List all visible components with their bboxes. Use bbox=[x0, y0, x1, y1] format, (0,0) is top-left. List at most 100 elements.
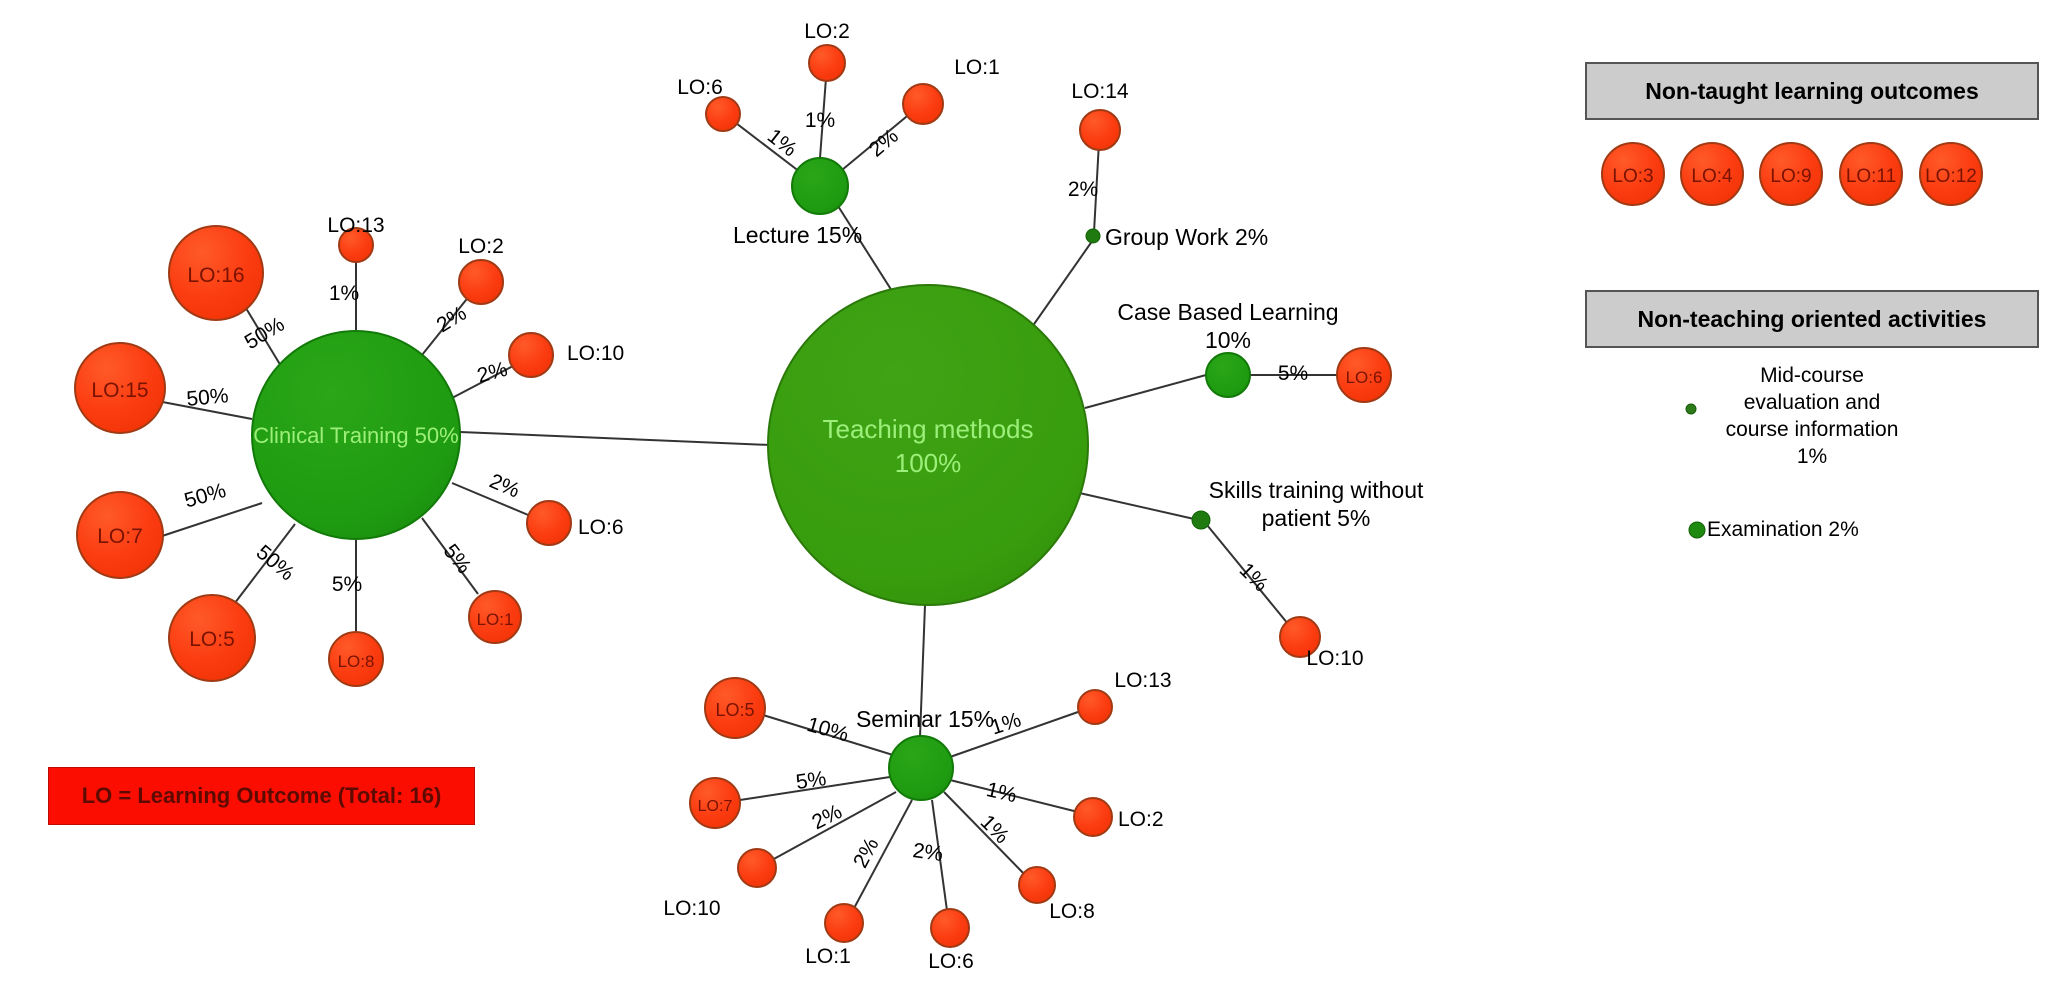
legend-lo-label: LO:12 bbox=[1925, 166, 1977, 187]
lo-node-clinical-lo5[interactable]: LO:5 bbox=[168, 594, 256, 682]
legend-lo-node[interactable]: LO:3 bbox=[1601, 142, 1665, 206]
legend-line: 1% bbox=[1796, 444, 1828, 468]
lo-label: LO:7 bbox=[97, 525, 143, 548]
lo-label: LO:15 bbox=[91, 379, 148, 402]
pct-lecture-lo1: 2% bbox=[865, 124, 903, 161]
lo-caption-lecture-lo2: LO:2 bbox=[804, 20, 850, 43]
edge-clinical-lo5 bbox=[227, 523, 296, 613]
legend-lo-node[interactable]: LO:12 bbox=[1919, 142, 1983, 206]
group-work-caption: Group Work 2% bbox=[1105, 224, 1268, 250]
lo-node-lecture-lo1[interactable] bbox=[902, 83, 944, 125]
legend-line: course information bbox=[1725, 417, 1899, 441]
pct-casebased-lo6: 5% bbox=[1278, 362, 1308, 385]
lo-node-clinical-lo7[interactable]: LO:7 bbox=[76, 491, 164, 579]
lo-node-seminar-lo10[interactable] bbox=[737, 848, 777, 888]
legend-footnote-text: LO = Learning Outcome (Total: 16) bbox=[81, 783, 442, 808]
lo-node-seminar-lo7[interactable]: LO:7 bbox=[689, 777, 741, 829]
lo-caption-lecture-lo6: LO:6 bbox=[677, 76, 723, 99]
lo-caption-clinical-lo10: LO:10 bbox=[567, 342, 624, 365]
edge-root-skills bbox=[1074, 491, 1204, 522]
lo-node-clinical-lo2[interactable] bbox=[458, 259, 504, 305]
edge-seminar-lo1 bbox=[851, 799, 913, 913]
lo-caption-seminar-lo8: LO:8 bbox=[1049, 900, 1095, 923]
edge-clinical-lo15 bbox=[151, 399, 253, 420]
lo-node-seminar-lo5[interactable]: LO:5 bbox=[704, 677, 766, 739]
lo-node-clinical-lo6[interactable] bbox=[526, 500, 572, 546]
lo-node-lecture-lo2[interactable] bbox=[808, 44, 846, 82]
case-based-caption-line1: Case Based Learning bbox=[1117, 299, 1338, 325]
node-case-based-learning[interactable] bbox=[1205, 352, 1251, 398]
pct-lecture-lo2: 1% bbox=[805, 109, 835, 132]
edge-groupwork-lo14 bbox=[1093, 141, 1100, 233]
lo-node-seminar-lo8[interactable] bbox=[1018, 866, 1056, 904]
legend-non-taught-nodes: LO:3 LO:4 LO:9 LO:11 LO:12 bbox=[1601, 142, 1983, 206]
lo-caption-groupwork-lo14: LO:14 bbox=[1071, 80, 1129, 103]
teaching-methods-label-line1: Teaching methods bbox=[822, 414, 1033, 444]
edge-clinical-lo6 bbox=[451, 482, 534, 518]
legend-lo-label: LO:3 bbox=[1612, 166, 1653, 187]
pct-clinical-lo7: 50% bbox=[182, 479, 229, 513]
lo-caption-seminar-lo10: LO:10 bbox=[663, 897, 720, 920]
skills-caption-line2: patient 5% bbox=[1262, 505, 1371, 531]
edge-root-casebased bbox=[1084, 374, 1207, 409]
legend-lo-node[interactable]: LO:4 bbox=[1680, 142, 1744, 206]
node-teaching-methods[interactable]: Teaching methods 100% bbox=[767, 284, 1089, 606]
legend-title-non-taught: Non-taught learning outcomes bbox=[1645, 77, 1979, 104]
lo-node-clinical-lo1[interactable]: LO:1 bbox=[468, 590, 522, 644]
lo-label: LO:7 bbox=[698, 798, 733, 815]
pct-seminar-lo8: 1% bbox=[976, 811, 1014, 849]
lo-node-lecture-lo6[interactable] bbox=[705, 96, 741, 132]
lo-label: LO:1 bbox=[477, 610, 514, 629]
lo-node-clinical-lo10[interactable] bbox=[508, 332, 554, 378]
lo-node-seminar-lo13[interactable] bbox=[1077, 689, 1113, 725]
lo-caption-clinical-lo13: LO:13 bbox=[327, 214, 384, 237]
lo-node-clinical-lo13[interactable] bbox=[338, 227, 374, 263]
edge-root-groupwork bbox=[1024, 236, 1096, 338]
skills-caption-line1: Skills training without bbox=[1209, 477, 1424, 503]
legend-item-examination: Examination 2% bbox=[1707, 518, 1859, 542]
lo-node-clinical-lo16[interactable]: LO:16 bbox=[168, 225, 264, 321]
edge-clinical-lo2 bbox=[421, 294, 471, 356]
pct-clinical-lo6: 2% bbox=[486, 469, 523, 502]
pct-clinical-lo16: 50% bbox=[241, 313, 289, 354]
lo-node-skills-lo10[interactable] bbox=[1279, 616, 1321, 658]
legend-lo-label: LO:9 bbox=[1770, 166, 1811, 187]
legend-lo-node[interactable]: LO:9 bbox=[1759, 142, 1823, 206]
node-clinical-training[interactable]: Clinical Training 50% bbox=[251, 330, 461, 540]
lo-node-seminar-lo1[interactable] bbox=[824, 903, 864, 943]
lo-caption-seminar-lo1: LO:1 bbox=[805, 945, 851, 968]
pct-groupwork-lo14: 2% bbox=[1068, 178, 1098, 201]
legend-lo-node[interactable]: LO:11 bbox=[1839, 142, 1903, 206]
legend-lo-label: LO:4 bbox=[1691, 166, 1733, 187]
lo-node-seminar-lo6[interactable] bbox=[930, 908, 970, 948]
legend-footnote-box: LO = Learning Outcome (Total: 16) bbox=[48, 767, 475, 825]
node-lecture[interactable] bbox=[791, 157, 849, 215]
teaching-methods-label-line2: 100% bbox=[895, 448, 962, 478]
edge-clinical-lo1 bbox=[421, 517, 479, 595]
pct-seminar-lo7: 5% bbox=[794, 767, 827, 794]
legend-line: Mid-course bbox=[1760, 364, 1864, 387]
pct-clinical-lo15: 50% bbox=[185, 384, 229, 411]
lo-caption-skills-lo10: LO:10 bbox=[1306, 647, 1363, 670]
legend-item-mid-course: Mid-course evaluation and course informa… bbox=[1700, 363, 1924, 471]
pct-seminar-lo5: 10% bbox=[804, 713, 851, 747]
legend-non-teaching-dots bbox=[1685, 403, 1706, 539]
lo-node-clinical-lo15[interactable]: LO:15 bbox=[74, 342, 166, 434]
node-group-work[interactable] bbox=[1085, 228, 1101, 244]
edge-seminar-lo13 bbox=[949, 711, 1079, 758]
node-skills-training[interactable] bbox=[1191, 510, 1211, 530]
lo-node-clinical-lo8[interactable]: LO:8 bbox=[328, 631, 384, 687]
edge-root-seminar bbox=[919, 604, 926, 738]
pct-seminar-lo1: 2% bbox=[849, 834, 884, 872]
lo-label: LO:5 bbox=[715, 700, 754, 720]
edge-seminar-lo6 bbox=[931, 799, 949, 919]
lo-node-groupwork-lo14[interactable] bbox=[1079, 109, 1121, 151]
edge-root-clinical bbox=[459, 431, 771, 446]
edge-skills-lo10 bbox=[1206, 524, 1294, 631]
lo-node-casebased-lo6[interactable]: LO:6 bbox=[1336, 347, 1392, 403]
lo-node-seminar-lo2[interactable] bbox=[1073, 797, 1113, 837]
edge-seminar-lo8 bbox=[943, 791, 1029, 879]
node-seminar[interactable] bbox=[888, 735, 954, 801]
